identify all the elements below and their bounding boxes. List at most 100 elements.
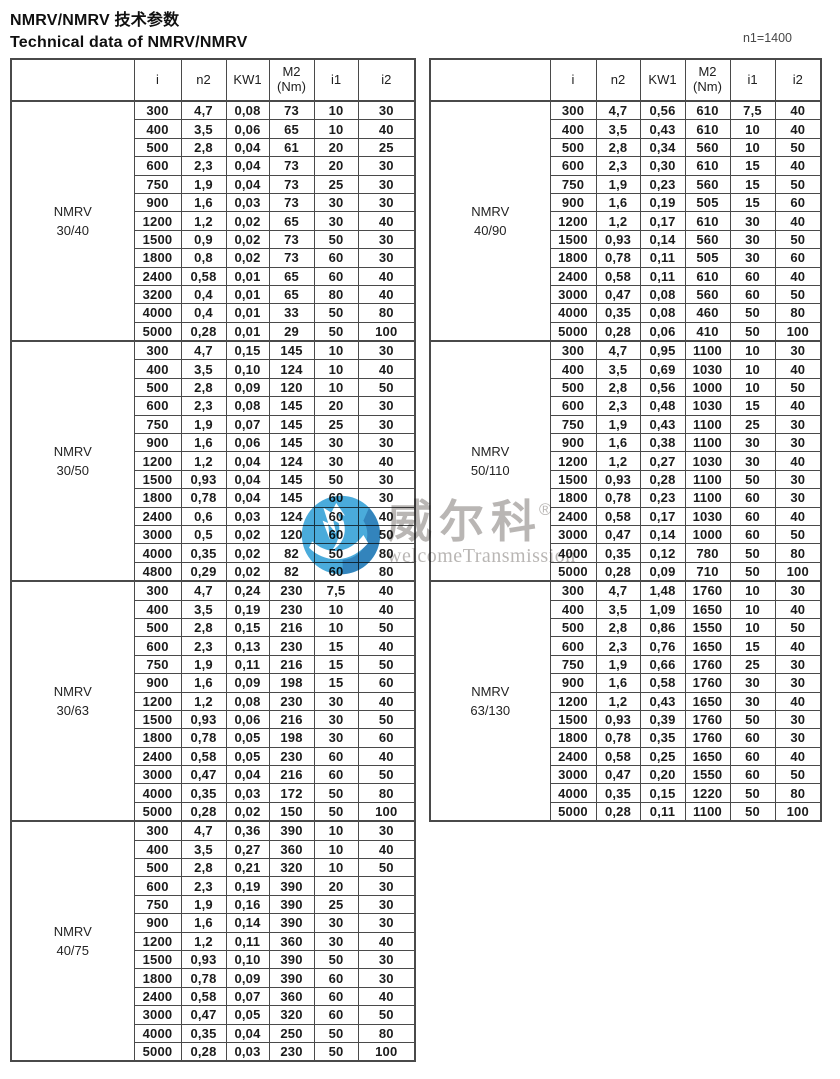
data-cell: 30 [357,100,416,121]
data-cell: 15 [313,654,359,675]
data-cell: 390 [268,876,315,896]
data-cell: 320 [268,858,315,878]
data-cell: 600 [549,636,597,656]
column-header: M2 (Nm) [684,58,731,102]
data-cell: 172 [268,783,315,803]
table-row: 400 3,5 0,19 230 10 40 [11,599,416,619]
data-cell: 82 [268,543,315,563]
table-row: NMRV 30/50 300 4,7 0,15 145 10 30 [10,340,416,582]
table-row: 500 2,8 0,86 1550 10 50 [430,617,822,638]
data-cell: 80 [357,303,416,323]
data-cell: 30 [313,931,359,951]
data-cell: 50 [357,1005,416,1025]
data-cell: 40 [774,359,822,379]
data-cell: 0,15 [225,617,270,638]
data-cell: 40 [774,506,822,526]
data-cell: 0,35 [595,783,641,803]
data-cell: 50 [774,617,822,638]
model-cell: NMRV 50/110 [429,340,551,582]
data-cell: 0,17 [639,211,686,231]
data-cell: 1030 [684,506,731,526]
data-cell: 1,2 [595,451,641,471]
data-cell: 33 [268,303,315,323]
data-cell: 1760 [684,673,731,693]
data-cell: 0,23 [639,488,686,508]
data-cell: 10 [313,617,359,638]
data-cell: 0,23 [639,174,686,194]
data-cell: 0,58 [595,266,641,286]
table-row: 900 1,6 0,19 505 15 60 [430,192,822,213]
data-cell: 600 [549,156,597,176]
data-cell: 124 [268,359,315,379]
data-cell: 40 [774,691,822,711]
data-cell: 1,9 [180,174,227,194]
data-cell: 610 [684,211,731,231]
data-cell: 0,28 [595,321,641,342]
data-cell: 5000 [133,321,182,342]
data-cell: 30 [357,820,416,841]
data-cell: 5000 [549,561,597,582]
table-row: 2400 0,58 0,25 1650 60 40 [430,746,822,767]
data-cell: 0,06 [225,709,270,730]
data-cell: 0,02 [225,543,270,563]
data-cell: 60 [357,728,416,748]
table-row: NMRV 50/110 300 4,7 0,95 1100 10 30 [429,340,822,582]
data-cell: 145 [268,488,315,508]
data-cell: 50 [774,174,822,194]
data-cell: 360 [268,931,315,951]
data-cell: 0,36 [225,820,270,841]
data-cell: 600 [133,636,182,656]
data-cell: 40 [774,746,822,767]
data-cell: 50 [729,783,776,803]
data-cell: 30 [357,340,416,361]
data-cell: 0,12 [639,543,686,563]
data-cell: 0,04 [225,174,270,194]
data-cell: 0,28 [639,469,686,490]
data-cell: 0,21 [225,858,270,878]
data-cell: 50 [313,303,359,323]
data-cell: 1200 [133,691,182,711]
data-cell: 80 [357,1023,416,1043]
data-cell: 30 [729,673,776,693]
data-cell: 40 [357,931,416,951]
data-cell: 0,43 [639,691,686,711]
data-cell: 750 [133,654,182,675]
data-cell: 1200 [549,211,597,231]
data-cell: 10 [729,377,776,398]
model-size: 30/63 [56,703,90,719]
data-cell: 0,47 [180,1005,227,1025]
data-cell: 0,11 [225,654,270,675]
data-cell: 1550 [684,617,731,638]
data-cell: 100 [774,561,822,582]
data-cell: 900 [133,673,182,693]
column-header: i2 [357,58,416,102]
data-cell: 505 [684,248,731,268]
data-cell: 1,9 [180,894,227,915]
data-cell: 10 [313,858,359,878]
data-cell: 1,6 [180,433,227,453]
model-name: NMRV [53,923,92,939]
data-cell: 50 [313,801,359,822]
data-cell: 4000 [133,543,182,563]
data-cell: 0,08 [639,303,686,323]
data-cell: 50 [774,229,822,250]
data-cell: 1800 [133,488,182,508]
data-cell: 900 [549,673,597,693]
data-cell: 0,35 [639,728,686,748]
data-cell: 61 [268,137,315,158]
data-cell: 390 [268,913,315,933]
data-cell: 60 [729,506,776,526]
data-cell: 3000 [133,765,182,785]
data-cell: 0,35 [180,783,227,803]
data-cell: 400 [133,839,182,860]
model-name: NMRV [471,443,510,459]
data-cell: 50 [313,543,359,563]
data-cell: 1550 [684,765,731,785]
data-cell: 50 [774,524,822,545]
data-cell: 1800 [133,968,182,988]
page-title-en: Technical data of NMRV/NMRV [10,34,248,51]
model-name: NMRV [53,683,92,699]
data-cell: 2400 [133,506,182,526]
data-cell: 900 [133,192,182,213]
data-cell: 0,19 [225,599,270,619]
